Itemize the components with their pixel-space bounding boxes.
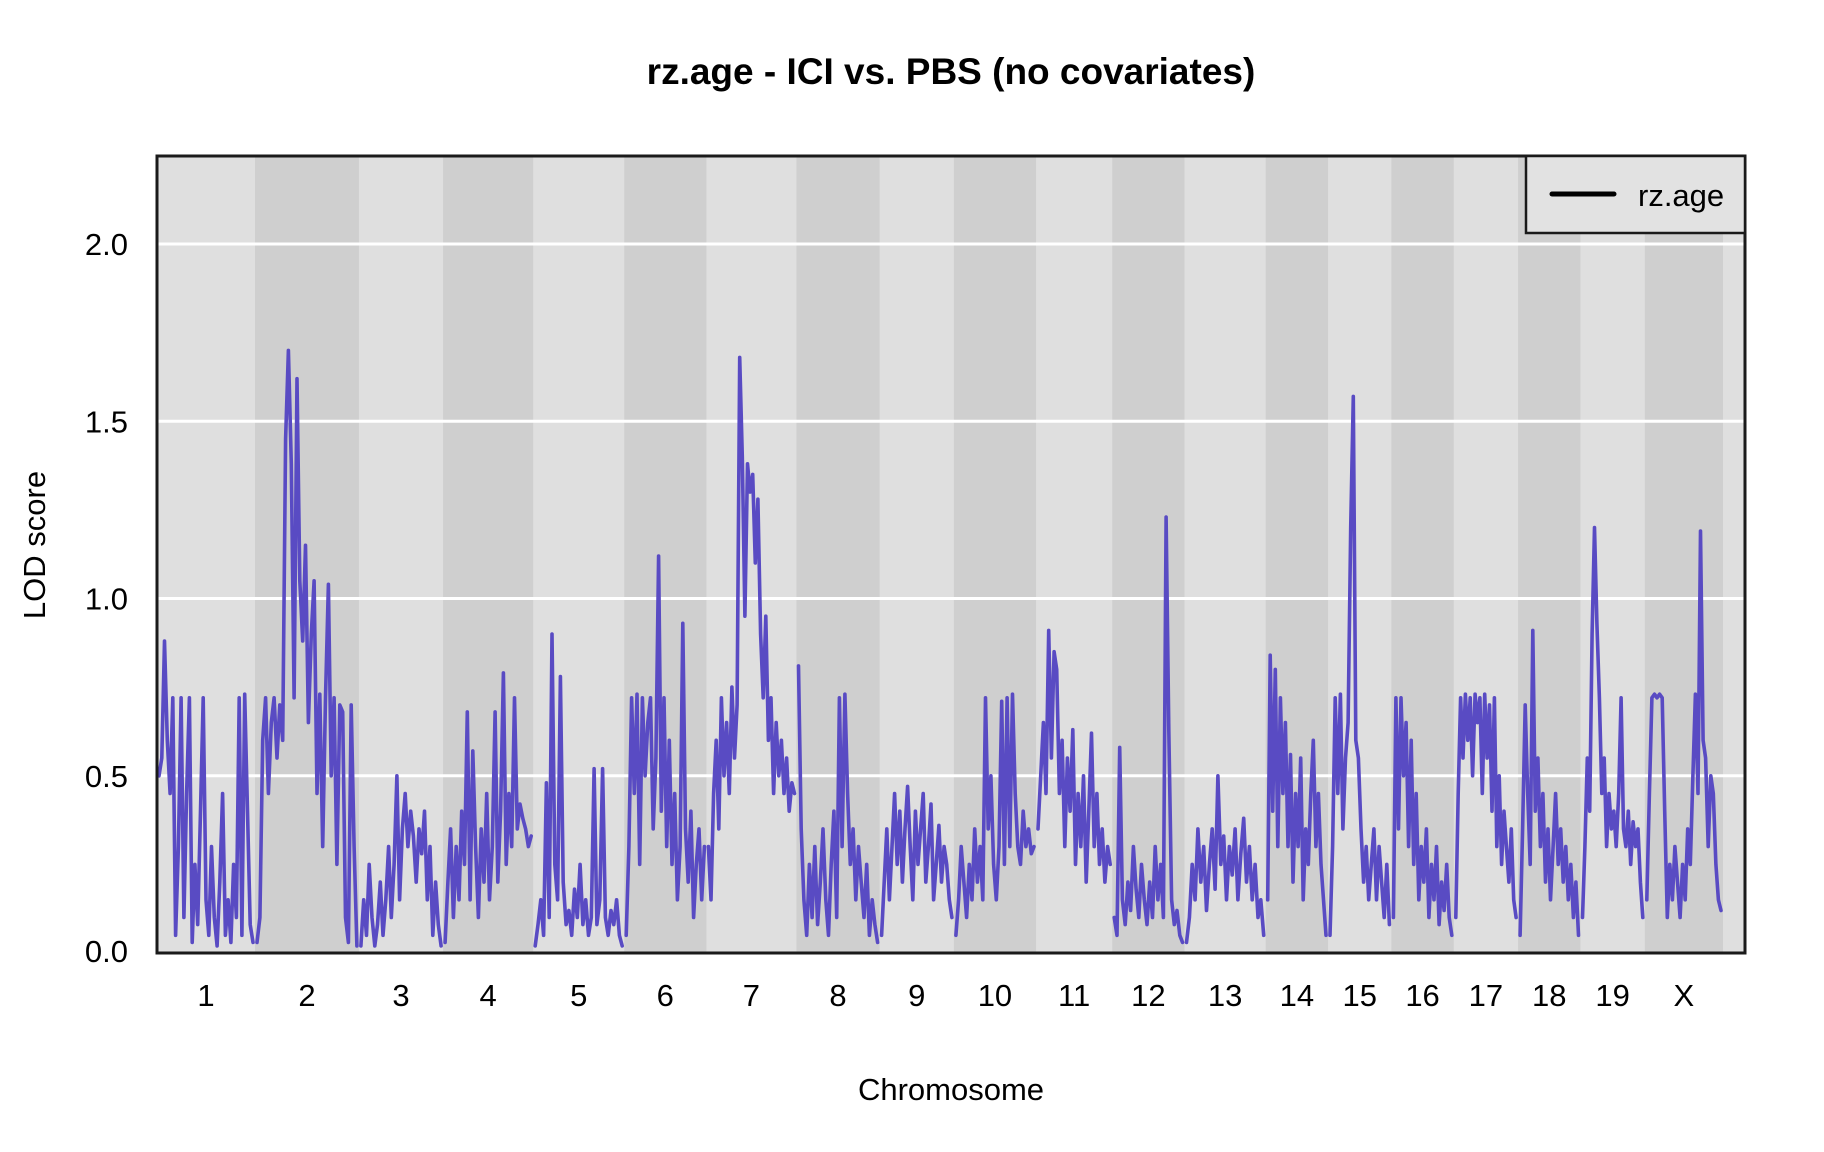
x-tick-label-chr2: 2	[298, 978, 315, 1013]
x-tick-label-chr17: 17	[1469, 978, 1503, 1013]
y-tick-label: 2.0	[85, 227, 128, 262]
x-tick-label-chr10: 10	[978, 978, 1012, 1013]
x-tick-label-chr4: 4	[479, 978, 496, 1013]
x-tick-label-chr18: 18	[1532, 978, 1566, 1013]
x-tick-label-chr9: 9	[908, 978, 925, 1013]
lod-trace-chrX	[1645, 529, 1723, 920]
x-tick-label-chr13: 13	[1208, 978, 1242, 1013]
lod-trace-chr1	[157, 639, 255, 948]
x-tick-label-chr6: 6	[657, 978, 674, 1013]
lod-trace-chr17	[1454, 692, 1518, 920]
legend: rz.age	[1524, 154, 1747, 235]
x-tick-label-chr16: 16	[1405, 978, 1439, 1013]
x-tick-label-chrX: X	[1674, 978, 1695, 1013]
x-tick-label-chr12: 12	[1131, 978, 1165, 1013]
plot-title: rz.age - ICI vs. PBS (no covariates)	[647, 51, 1256, 92]
lod-trace-chr18	[1518, 628, 1581, 938]
plot-frame	[155, 154, 1747, 955]
lod-trace-chr5	[533, 632, 625, 948]
y-tick-label: 0.5	[85, 759, 128, 794]
lod-trace-chr2	[255, 348, 359, 948]
lod-trace-chr16	[1391, 695, 1454, 938]
lod-trace-chr7	[706, 355, 797, 902]
x-tick-label-chr7: 7	[743, 978, 760, 1013]
lod-trace-chr4	[443, 671, 534, 945]
x-tick-label-chr14: 14	[1280, 978, 1314, 1013]
lod-trace-chr13	[1184, 773, 1266, 945]
chromosome-band-12	[1112, 156, 1185, 953]
y-tick-label: 1.0	[85, 582, 128, 617]
lod-trace-chr14	[1265, 653, 1328, 938]
x-tick-label-chr1: 1	[197, 978, 214, 1013]
lod-trace-chr8	[796, 664, 880, 945]
y-tick-label: 0.0	[85, 934, 128, 969]
x-axis-title: Chromosome	[858, 1072, 1044, 1107]
lod-trace-chr11	[1036, 628, 1112, 884]
lod-trace-chr19	[1580, 525, 1645, 920]
x-tick-label-chr11: 11	[1058, 978, 1090, 1013]
plot-background	[157, 156, 1745, 953]
x-tick-label-chr5: 5	[570, 978, 587, 1013]
legend-series-label: rz.age	[1638, 178, 1724, 213]
x-tick-label-chr8: 8	[829, 978, 846, 1013]
x-tick-label-chr15: 15	[1342, 978, 1376, 1013]
y-tick-label: 1.5	[85, 404, 128, 439]
lod-trace-chr15	[1328, 394, 1392, 938]
chromosome-band-16	[1391, 156, 1454, 953]
y-axis-title: LOD score	[17, 471, 52, 619]
lod-trace-chr9	[879, 784, 954, 938]
lod-trace-chr12	[1112, 515, 1185, 945]
x-tick-label-chr3: 3	[392, 978, 409, 1013]
x-tick-label-chr19: 19	[1595, 978, 1629, 1013]
lod-trace-chr6	[624, 554, 707, 938]
plot-body: 0.00.51.01.52.01 2 3 4 5 6 7 8 9 10 11 12 13 14 15 16 17…	[85, 154, 1747, 1013]
lod-trace-chr10	[954, 692, 1036, 938]
chromosome-band-X	[1644, 156, 1723, 953]
lod-trace-chr3	[359, 773, 443, 948]
